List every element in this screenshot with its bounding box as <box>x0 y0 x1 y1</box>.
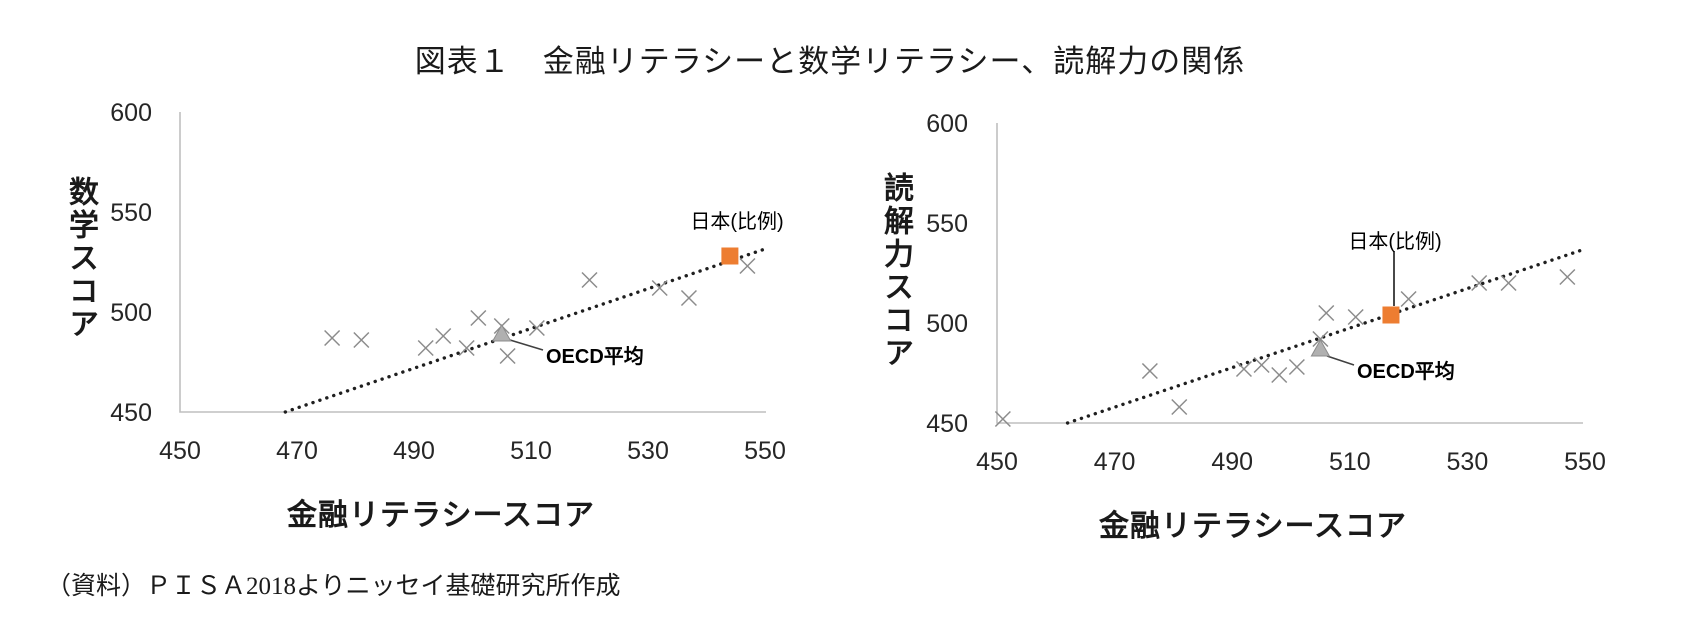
japan-annotation-right: 日本(比例) <box>1348 231 1442 253</box>
right-y-tick-label: 450 <box>926 410 968 438</box>
right-x-tick-label: 470 <box>1094 448 1136 476</box>
right-country-x-marker <box>1171 398 1188 416</box>
right-trend-line <box>1065 247 1587 425</box>
right-axes <box>996 123 1583 424</box>
right-country-x-marker <box>994 410 1011 428</box>
left-y-tick-label: 600 <box>110 99 152 127</box>
left-country-x-marker <box>353 331 370 349</box>
left-country-x-marker <box>435 327 452 345</box>
left-country-x-marker <box>458 339 475 357</box>
right-x-tick-label: 490 <box>1211 448 1253 476</box>
left-y-tick-label: 450 <box>110 399 152 427</box>
right-x-tick-label: 510 <box>1329 448 1371 476</box>
right-x-tick-label: 550 <box>1564 448 1606 476</box>
right-country-x-marker <box>1471 274 1488 292</box>
left-country-x-marker <box>470 309 487 327</box>
right-country-x-marker <box>1271 366 1288 384</box>
source-note: （資料）ＰＩＳＡ2018よりニッセイ基礎研究所作成 <box>46 573 621 600</box>
oecd-annotation-left: OECD平均 <box>546 346 644 368</box>
left-country-x-marker <box>739 257 756 275</box>
oecd-annotation-right: OECD平均 <box>1357 361 1455 383</box>
figure-title: 図表１ 金融リテラシーと数学リテラシー、読解力の関係 <box>414 44 1246 79</box>
right-y-axis-title: 読解力スコア <box>879 172 912 370</box>
right-country-x-marker <box>1235 360 1252 378</box>
left-country-x-marker <box>528 319 545 337</box>
left-axes <box>179 112 766 413</box>
right-country-x-marker <box>1400 290 1417 308</box>
left-oecd-triangle-marker <box>491 323 512 342</box>
right-country-x-marker <box>1288 358 1305 376</box>
left-japan-square-marker <box>721 247 739 265</box>
left-y-tick-label: 500 <box>110 299 152 327</box>
left-y-axis-title: 数学スコア <box>64 176 97 341</box>
right-y-tick-label: 550 <box>926 210 968 238</box>
left-country-x-marker <box>680 289 697 307</box>
left-x-tick-label: 530 <box>627 437 669 465</box>
left-x-tick-label: 470 <box>276 437 318 465</box>
left-country-x-marker <box>499 347 516 365</box>
right-country-x-marker <box>1253 356 1270 374</box>
right-country-x-marker <box>1141 362 1158 380</box>
right-x-tick-label: 450 <box>976 448 1018 476</box>
right-country-x-marker <box>1559 268 1576 286</box>
right-y-tick-label: 600 <box>926 110 968 138</box>
japan-annotation-left: 日本(比例) <box>690 211 784 233</box>
left-x-tick-label: 490 <box>393 437 435 465</box>
left-y-tick-label: 550 <box>110 199 152 227</box>
right-japan-square-marker <box>1382 306 1400 324</box>
right-y-tick-label: 500 <box>926 310 968 338</box>
right-country-x-marker <box>1347 308 1364 326</box>
right-country-x-marker <box>1500 274 1517 292</box>
left-oecd-callout-line <box>509 339 544 351</box>
left-country-x-marker <box>417 339 434 357</box>
right-oecd-callout-line <box>1326 355 1355 366</box>
left-country-x-marker <box>651 279 668 297</box>
left-x-axis-title: 金融リテラシースコア <box>287 499 595 532</box>
left-country-x-marker <box>581 271 598 289</box>
right-x-axis-title: 金融リテラシースコア <box>1099 510 1407 543</box>
left-country-x-marker <box>324 329 341 347</box>
right-country-x-marker <box>1318 304 1335 322</box>
left-trend-line <box>283 246 770 414</box>
left-x-tick-label: 550 <box>744 437 786 465</box>
left-x-tick-label: 510 <box>510 437 552 465</box>
left-x-tick-label: 450 <box>159 437 201 465</box>
right-x-tick-label: 530 <box>1447 448 1489 476</box>
right-oecd-triangle-marker <box>1310 338 1331 357</box>
